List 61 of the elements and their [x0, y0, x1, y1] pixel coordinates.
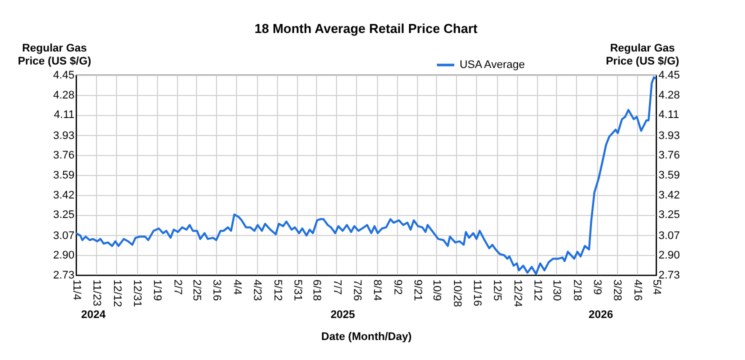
x-tick-label: 1/12	[532, 280, 544, 301]
y-tick-label: 3.59	[53, 170, 74, 182]
x-tick-label: 3/9	[591, 280, 604, 295]
x-tick-label: 12/12	[110, 280, 123, 308]
x-tick-label: 5/31	[291, 280, 304, 301]
y-tick-label: 3.07	[53, 230, 74, 242]
y2-tick-label: 3.76	[658, 150, 680, 162]
text: 2024	[81, 309, 107, 321]
y2-tick-label: 4.45	[658, 70, 680, 82]
y-tick-label: 3.76	[53, 150, 74, 162]
x-tick-label: 3/28	[611, 280, 624, 301]
x-tick-label: 11/23	[90, 280, 103, 306]
x-tick-label: 7/26	[350, 280, 363, 301]
y2-tick-label: 3.93	[658, 130, 680, 142]
x-tick-label: 6/18	[310, 280, 323, 301]
x-tick-label: 9/21	[411, 280, 424, 301]
x-tick-label: 7/7	[330, 280, 343, 295]
line-series	[75, 76, 657, 275]
x-tick-label: 4/16	[631, 280, 644, 301]
x-tick-label: 8/14	[371, 280, 384, 301]
text: 2025	[330, 309, 356, 321]
x-tick-label: 1/19	[151, 280, 164, 301]
x-tick-label: 3/16	[210, 280, 223, 301]
x-tick-label: 9/2	[391, 280, 404, 295]
x-tick-label: 12/5	[491, 280, 504, 301]
y-tick-label: 3.42	[53, 189, 74, 202]
x-tick-label: 2/7	[171, 280, 184, 295]
legend-label: USA Average	[460, 59, 525, 71]
x-tick-label: 1/30	[550, 280, 563, 301]
x-tick-label: 5/12	[271, 280, 284, 301]
y2-tick-label: 4.11	[658, 109, 680, 122]
x-tick-label: 11/16	[470, 280, 483, 306]
x-axis-title: Date (Month/Day)	[321, 331, 412, 344]
y2-tick-label: 3.07	[658, 230, 680, 242]
y-tick-label: 3.93	[53, 130, 74, 142]
y2-tick-label: 3.59	[658, 170, 680, 182]
y2-tick-label: 3.42	[658, 189, 680, 202]
y2-tick-label: 2.73	[658, 270, 680, 282]
x-tick-label: 10/9	[430, 280, 443, 301]
x-tick-label: 4/23	[251, 280, 264, 301]
x-tick-label: 2/18	[570, 280, 583, 301]
x-tick-label: 4/4	[230, 280, 243, 295]
y-tick-label: 4.28	[53, 89, 74, 102]
y2-tick-label: 3.25	[658, 209, 680, 222]
x-tick-label: 5/4	[650, 280, 662, 295]
text: 2026	[588, 309, 614, 321]
x-tick-label: 10/28	[450, 280, 463, 308]
y-tick-label: 4.45	[53, 70, 74, 82]
y2-tick-label: 2.90	[658, 250, 680, 262]
x-tick-label: 2/25	[190, 280, 203, 301]
y-tick-label: 2.90	[53, 250, 74, 262]
y2-tick-label: 4.28	[658, 89, 680, 102]
x-tick-label: 12/24	[511, 280, 524, 308]
y-tick-label: 4.11	[54, 109, 74, 122]
y-axis-title: Regular Gas Price (US $/G)	[18, 42, 92, 68]
y-tick-label: 3.25	[53, 209, 74, 222]
y-tick-label: 2.73	[53, 270, 74, 282]
x-tick-label: 12/31	[131, 280, 144, 308]
x-tick-label: 11/4	[70, 280, 82, 300]
y2-axis-title: Regular Gas Price (US $/G)	[606, 42, 680, 68]
chart-title: 18 Month Average Retail Price Chart	[254, 21, 478, 36]
